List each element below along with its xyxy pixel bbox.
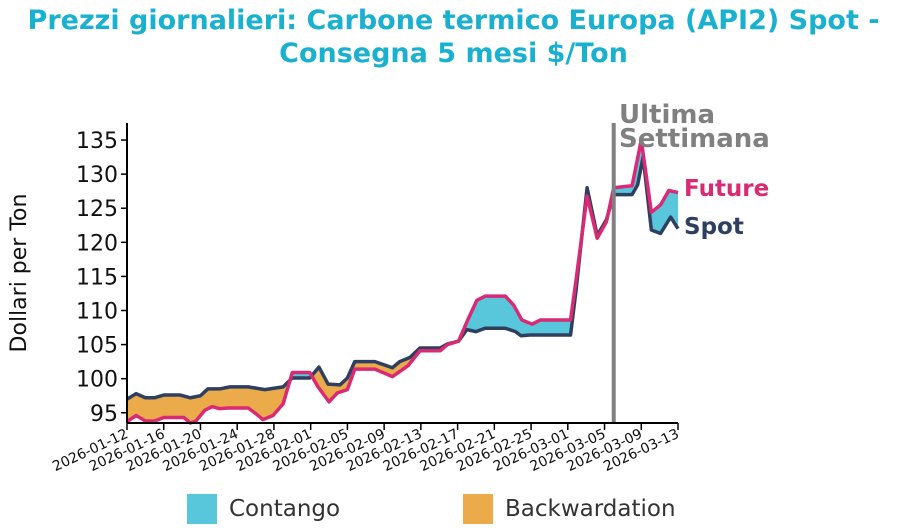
y-axis-label: Dollari per Ton [7,194,32,353]
y-tick-label: 95 [90,402,118,427]
chart-title-line2: Consegna 5 mesi $/Ton [279,38,628,69]
spot-series-label: Spot [684,214,744,240]
future-series-label: Future [684,176,769,202]
legend-contango: Contango [187,494,340,524]
annotation-line2: Settimana [619,124,770,154]
y-tick-label: 130 [76,163,118,188]
y-tick-label: 100 [76,368,118,393]
legend-contango-label: Contango [229,496,341,522]
legend-backwardation: Backwardation [463,494,676,524]
chart-title: Prezzi giornalieri: Carbone termico Euro… [0,4,907,70]
chart-title-line1: Prezzi giornalieri: Carbone termico Euro… [27,5,880,36]
y-tick-label: 120 [76,231,118,256]
future-line [126,138,679,425]
contango-swatch [187,494,217,524]
y-tick-label: 115 [76,265,118,290]
legend-backwardation-label: Backwardation [505,496,676,522]
y-tick-label: 135 [76,129,118,154]
annotation-line1: Ultima [619,100,715,130]
y-tick-label: 110 [76,300,118,325]
backwardation-area [127,140,678,423]
y-tick-label: 105 [76,334,118,359]
y-tick-label: 125 [76,197,118,222]
backwardation-swatch [463,494,493,524]
